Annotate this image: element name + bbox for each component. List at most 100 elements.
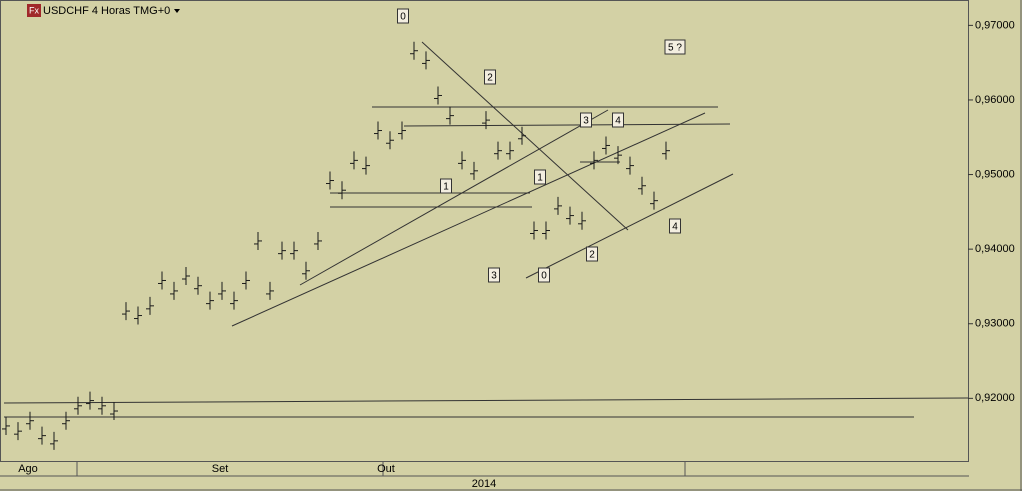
trend-line [3,397,969,404]
price-bar [470,161,478,180]
price-bar [662,141,670,160]
y-tick-label: 0,92000 [975,392,1015,404]
price-bar [602,136,610,155]
price-bar [386,131,394,150]
price-bar [98,396,106,415]
price-bar [242,271,250,290]
price-bar [254,231,262,250]
price-bar [110,402,118,421]
price-bar [278,241,286,260]
price-bar [542,221,550,240]
wave-label: 3 [583,116,589,127]
y-tick-label: 0,94000 [975,243,1015,255]
price-bar [458,151,466,170]
trend-lines [3,41,969,418]
wave-label: 0 [400,12,406,23]
price-bar [134,306,142,325]
wave-label: 2 [487,73,493,84]
price-bar [410,41,418,60]
price-bar [590,151,598,170]
plot-frame [0,0,969,462]
price-bar [554,196,562,215]
trend-line [403,123,731,127]
wave-label: 0 [541,271,547,282]
wave-label: 5 ? [668,43,682,54]
price-bar [218,281,226,300]
chart-title[interactable]: USDCHF 4 Horas TMG+0 [43,5,170,17]
trend-line [299,109,609,286]
price-bar [578,211,586,230]
price-bar [14,422,22,441]
wave-label: 3 [491,271,497,282]
price-bar [86,391,94,410]
wave-label: 2 [589,250,595,261]
trend-line [231,112,706,327]
fx-icon-text: Fx [29,5,39,15]
price-bar [434,86,442,105]
wave-label-box [586,246,598,262]
wave-label-box [580,112,592,128]
trend-line [525,173,734,279]
wave-label-box [484,69,496,85]
price-bar [26,411,34,430]
price-bar [362,156,370,175]
x-tick-label: Ago [18,463,38,475]
wave-label-box [534,169,546,185]
y-tick-label: 0,93000 [975,318,1015,330]
x-tick-label: Out [377,463,395,475]
wave-label-box [538,267,550,283]
price-bar [158,271,166,290]
y-tick-label: 0,96000 [975,94,1015,106]
price-bar [194,276,202,295]
price-bar [482,111,490,130]
price-bar [230,291,238,310]
year-label: 2014 [472,478,496,490]
price-bar [50,431,58,450]
price-bar [446,106,454,125]
price-bar [338,181,346,200]
price-bar [422,51,430,70]
price-bar [2,416,10,435]
price-bar [650,191,658,210]
wave-label-box [669,218,681,234]
price-bar [566,206,574,225]
price-bar [266,281,274,300]
price-bar [302,261,310,280]
wave-label: 4 [615,116,621,127]
price-bar [350,151,358,170]
price-bar [614,146,622,165]
price-bar [494,141,502,160]
fx-icon [27,4,41,17]
price-bar [374,121,382,140]
price-bar [62,411,70,430]
price-bar [206,291,214,310]
wave-label: 1 [537,173,543,184]
price-bar [626,156,634,175]
price-bar [122,302,130,321]
wave-label-box [397,8,409,24]
y-tick-label: 0,97000 [975,19,1015,31]
dropdown-arrow[interactable] [174,9,180,13]
price-bar [326,171,334,190]
price-bar [530,221,538,240]
price-bar [290,241,298,260]
price-bar [518,126,526,145]
price-bar [638,176,646,195]
price-bar [506,141,514,160]
price-bar [74,396,82,415]
price-bar [146,296,154,315]
price-bar [38,426,46,445]
price-bar [182,267,190,286]
price-bar [398,121,406,140]
wave-label-box [440,178,452,194]
wave-label-box [488,267,500,283]
price-bar [170,281,178,300]
wave-label-box [612,112,624,128]
wave-label: 4 [672,222,678,233]
x-tick-label: Set [212,463,229,475]
wave-label-box [664,39,686,55]
y-tick-label: 0,95000 [975,168,1015,180]
price-bar [314,231,322,250]
